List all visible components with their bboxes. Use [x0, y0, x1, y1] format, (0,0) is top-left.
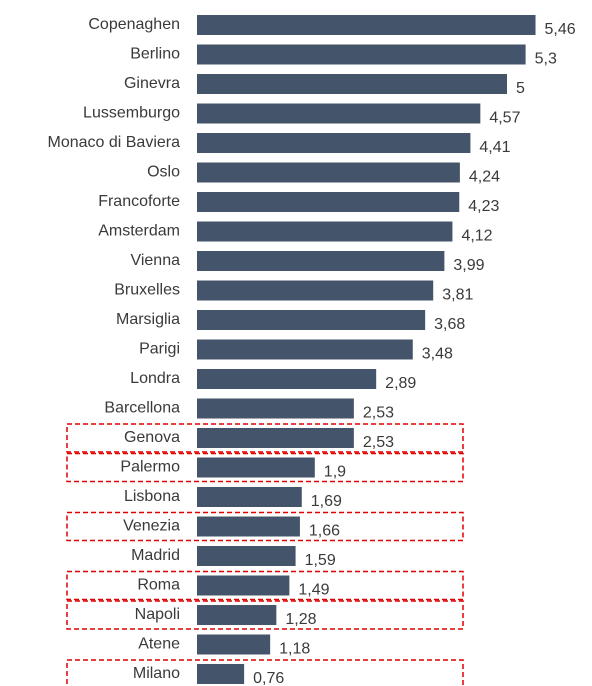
category-label: Londra — [130, 370, 180, 387]
highlight-box — [66, 659, 464, 686]
highlight-box — [66, 452, 464, 483]
value-label: 2,89 — [385, 375, 416, 392]
category-label: Palermo — [120, 459, 180, 476]
category-label: Genova — [124, 429, 180, 446]
value-label: 5,46 — [545, 21, 576, 38]
category-label: Vienna — [130, 252, 180, 269]
value-label: 1,28 — [285, 611, 316, 628]
category-label: Francoforte — [98, 193, 180, 210]
value-label: 1,66 — [309, 523, 340, 540]
value-label: 1,18 — [279, 641, 310, 658]
bar — [197, 162, 460, 183]
value-label: 3,81 — [442, 287, 473, 304]
bar — [197, 634, 271, 655]
value-label: 4,57 — [489, 110, 520, 127]
bar — [197, 74, 507, 94]
bar — [197, 251, 445, 271]
value-label: 4,23 — [468, 198, 499, 215]
category-label: Venezia — [123, 518, 180, 535]
value-label: 2,53 — [363, 405, 394, 422]
bar — [197, 605, 277, 625]
bar — [197, 310, 426, 330]
value-label: 3,48 — [422, 346, 453, 363]
bar — [197, 457, 315, 478]
value-label: 4,24 — [469, 169, 500, 186]
category-label: Atene — [138, 636, 180, 653]
bar — [197, 664, 245, 684]
bar — [197, 428, 354, 448]
category-label: Berlino — [130, 46, 180, 63]
bar — [197, 487, 302, 507]
category-label: Lisbona — [124, 488, 180, 505]
value-label: 1,9 — [324, 464, 346, 481]
bar — [197, 516, 300, 537]
highlight-box — [66, 511, 464, 542]
bar — [197, 339, 413, 360]
category-label: Milano — [133, 665, 180, 682]
category-label: Madrid — [131, 547, 180, 564]
bar — [197, 192, 460, 212]
bar — [197, 103, 481, 124]
value-label: 4,12 — [461, 228, 492, 245]
category-label: Marsiglia — [116, 311, 180, 328]
bar — [197, 369, 377, 389]
value-label: 3,99 — [453, 257, 484, 274]
value-label: 2,53 — [363, 434, 394, 451]
category-label: Parigi — [139, 341, 180, 358]
category-label: Napoli — [135, 606, 180, 623]
value-label: 5,3 — [535, 51, 557, 68]
bar — [197, 398, 354, 419]
value-label: 0,76 — [253, 670, 284, 686]
category-label: Oslo — [147, 164, 180, 181]
category-label: Monaco di Baviera — [47, 134, 180, 151]
bar — [197, 280, 434, 301]
highlight-box — [66, 600, 464, 630]
category-label: Amsterdam — [98, 223, 180, 240]
bar — [197, 44, 526, 65]
category-label: Lussemburgo — [83, 105, 180, 122]
highlight-box — [66, 570, 464, 601]
category-label: Roma — [137, 577, 180, 594]
bar — [197, 221, 453, 242]
category-label: Copenaghen — [88, 16, 180, 33]
highlight-box — [66, 423, 464, 453]
value-label: 5 — [516, 80, 525, 97]
bar — [197, 575, 290, 596]
bar — [197, 15, 536, 35]
value-label: 1,49 — [298, 582, 329, 599]
value-label: 1,59 — [305, 552, 336, 569]
bar — [197, 133, 471, 153]
bar — [197, 546, 296, 566]
category-label: Bruxelles — [114, 282, 180, 299]
value-label: 3,68 — [434, 316, 465, 333]
category-label: Barcellona — [104, 400, 180, 417]
category-label: Ginevra — [124, 75, 180, 92]
value-label: 1,69 — [311, 493, 342, 510]
value-label: 4,41 — [479, 139, 510, 156]
